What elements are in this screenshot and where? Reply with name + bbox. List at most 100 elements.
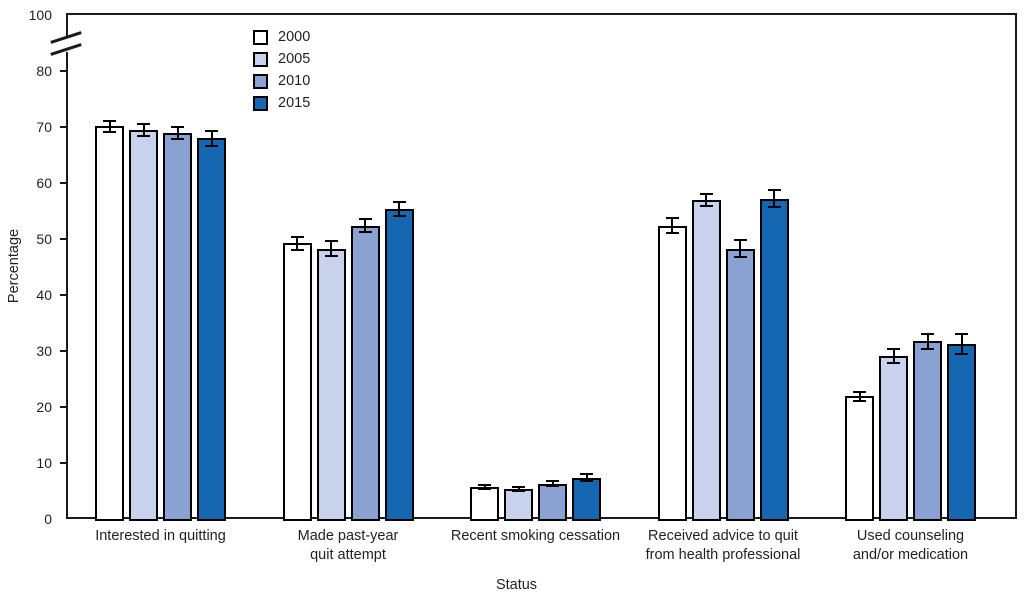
- bar-2010: [538, 483, 567, 521]
- legend-swatch-2015: [253, 95, 268, 111]
- legend-item: 2005: [253, 48, 310, 70]
- bar-2000: [845, 396, 874, 521]
- error-bar-line: [108, 119, 111, 134]
- axis-break-mask: [64, 36, 72, 52]
- y-axis-tick-label: 80: [36, 63, 52, 79]
- error-bar-cap: [137, 134, 150, 137]
- x-axis-title: Status: [495, 577, 538, 593]
- y-axis-tick-label: 30: [36, 343, 52, 359]
- error-bar-line: [142, 123, 145, 137]
- bar-2005: [879, 356, 908, 521]
- error-bar-cap: [478, 487, 491, 490]
- error-bar-cap: [103, 119, 116, 122]
- error-bar-line: [551, 480, 554, 488]
- bar-2010: [350, 225, 380, 521]
- error-bar-line: [176, 126, 179, 140]
- y-axis-tick-label: 100: [28, 7, 52, 23]
- y-axis-tick-label: 50: [36, 231, 52, 247]
- error-bar-line: [398, 200, 400, 217]
- error-bar-cap: [665, 217, 679, 220]
- bar-2005: [316, 248, 346, 521]
- error-bar-line: [585, 473, 588, 483]
- legend-label: 2010: [278, 73, 311, 89]
- error-bar-cap: [665, 231, 679, 234]
- error-bar-cap: [921, 333, 934, 336]
- y-axis-tick-label: 60: [36, 175, 52, 191]
- bar-2010: [725, 248, 755, 521]
- error-bar-cap: [290, 248, 304, 251]
- error-bar-cap: [955, 333, 968, 336]
- error-bar-line: [858, 390, 861, 402]
- error-bar-cap: [580, 473, 593, 476]
- y-axis-tick: [60, 70, 68, 72]
- bar-2000: [657, 225, 687, 521]
- category-label: Recent smoking cessation: [450, 528, 621, 544]
- error-bar-cap: [137, 123, 150, 126]
- bar-2005: [129, 129, 158, 521]
- y-axis-tick-label: 0: [44, 511, 52, 527]
- bar-2015: [759, 198, 789, 521]
- bar-2000: [470, 487, 499, 521]
- error-bar-cap: [767, 206, 781, 209]
- legend-label: 2000: [278, 29, 311, 45]
- error-bar-line: [960, 333, 963, 356]
- y-axis-tick: [60, 182, 68, 184]
- y-axis-tick: [60, 294, 68, 296]
- category-label: Interested in quitting: [95, 528, 226, 544]
- bar-2010: [163, 133, 192, 521]
- error-bar-cap: [205, 129, 218, 132]
- bar-2015: [572, 477, 601, 521]
- error-bar-cap: [324, 240, 338, 243]
- error-bar-cap: [853, 390, 866, 393]
- error-bar-cap: [887, 348, 900, 351]
- error-bar-cap: [205, 144, 218, 147]
- error-bar-cap: [733, 256, 747, 259]
- legend-item: 2000: [253, 26, 310, 48]
- y-axis-tick-label: 10: [36, 455, 52, 471]
- error-bar-line: [364, 218, 366, 233]
- bar-2005: [691, 199, 721, 521]
- error-bar-cap: [392, 200, 406, 203]
- error-bar-cap: [171, 137, 184, 140]
- y-axis-tick: [60, 462, 68, 464]
- category-label: Received advice to quit from health prof…: [645, 528, 801, 563]
- error-bar-line: [517, 485, 520, 492]
- category-label: Used counseling and/or medication: [852, 528, 969, 563]
- legend: 2000 2005 2010 2015: [253, 26, 310, 114]
- error-bar-cap: [358, 230, 372, 233]
- error-bar-cap: [546, 485, 559, 488]
- error-bar-cap: [699, 205, 713, 208]
- error-bar-line: [739, 239, 741, 259]
- y-axis-tick: [60, 406, 68, 408]
- error-bar-cap: [512, 485, 525, 488]
- error-bar-line: [705, 192, 707, 208]
- error-bar-line: [926, 333, 929, 350]
- legend-swatch-2005: [253, 51, 268, 67]
- bar-2000: [95, 126, 124, 521]
- legend-label: 2005: [278, 51, 311, 67]
- legend-label: 2015: [278, 95, 311, 111]
- error-bar-cap: [512, 489, 525, 492]
- error-bar-cap: [358, 218, 372, 221]
- error-bar-line: [483, 484, 486, 490]
- error-bar-line: [210, 129, 213, 147]
- bar-2000: [282, 243, 312, 521]
- y-axis-tick-label: 70: [36, 119, 52, 135]
- error-bar-cap: [290, 236, 304, 239]
- y-axis-tick: [60, 350, 68, 352]
- error-bar-cap: [103, 131, 116, 134]
- error-bar-line: [671, 217, 673, 234]
- error-bar-cap: [767, 189, 781, 192]
- legend-swatch-2000: [253, 29, 268, 45]
- bar-2005: [504, 488, 533, 521]
- error-bar-cap: [887, 361, 900, 364]
- legend-swatch-2010: [253, 73, 268, 89]
- error-bar-line: [773, 189, 775, 209]
- error-bar-cap: [478, 484, 491, 487]
- error-bar-line: [296, 236, 298, 251]
- y-axis-tick-label: 40: [36, 287, 52, 303]
- bar-2015: [384, 208, 414, 521]
- category-label: Made past-year quit attempt: [297, 528, 399, 563]
- legend-item: 2010: [253, 70, 310, 92]
